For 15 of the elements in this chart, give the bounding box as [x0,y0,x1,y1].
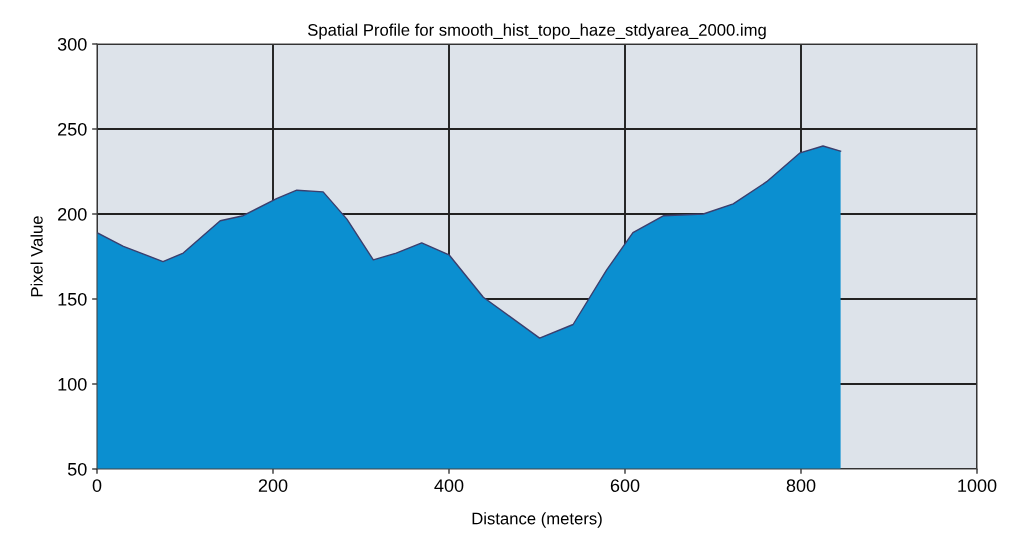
x-tick-label: 1000 [958,479,997,492]
y-tick-label: 200 [58,207,87,221]
y-tick-label: 250 [58,122,87,136]
x-tick-label: 600 [610,479,640,492]
y-tick-label: 100 [58,377,87,391]
y-tick-label: 300 [57,37,87,51]
x-tick-label: 200 [258,479,288,492]
x-tick-label: 0 [92,479,102,492]
y-tick-label: 150 [58,292,87,306]
y-tick-label: 50 [67,462,87,476]
x-tick-label: 400 [434,479,464,492]
x-tick-label: 800 [786,479,816,492]
chart-title: Spatial Profile for smooth_hist_topo_haze_stdyarea_2000.img [308,23,766,40]
y-axis-title: Pixel Value [30,216,43,297]
x-axis-title: Distance (meters) [472,512,602,528]
